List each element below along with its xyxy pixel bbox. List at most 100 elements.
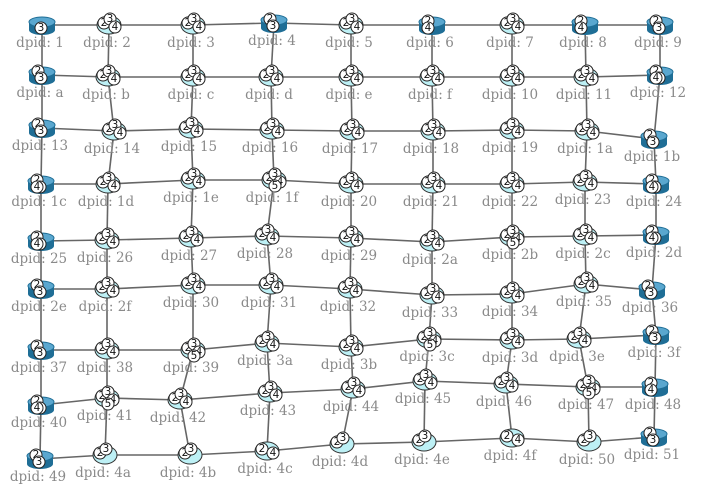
switch-44[interactable]: 2 34 dpid: 44	[323, 376, 379, 415]
port-circle[interactable]	[506, 236, 520, 250]
port-circle[interactable]	[511, 433, 525, 447]
port-circle[interactable]	[511, 72, 525, 86]
switch-23[interactable]: 2 34 dpid: 23	[555, 169, 611, 208]
switch-46[interactable]: 2 34 dpid: 46	[476, 371, 532, 410]
port-circle[interactable]	[578, 334, 592, 348]
switch-22[interactable]: 2 34 dpid: 22	[482, 171, 538, 210]
switch-14[interactable]: 2 34 dpid: 14	[84, 118, 140, 157]
port-circle[interactable]	[179, 395, 193, 409]
port-circle[interactable]	[106, 235, 120, 249]
port-circle[interactable]	[107, 179, 121, 193]
switch-7[interactable]: 2 34 dpid: 7	[486, 12, 534, 51]
port-circle[interactable]	[585, 279, 599, 293]
switch-c[interactable]: 2 34 dpid: c	[168, 64, 215, 103]
switch-50[interactable]: 2 3 dpid: 50	[559, 429, 615, 468]
port-circle[interactable]	[586, 126, 600, 140]
switch-18[interactable]: 2 34 dpid: 18	[403, 118, 459, 157]
switch-4a[interactable]: 2 3 dpid: 4a	[75, 442, 131, 481]
port-circle[interactable]	[646, 135, 660, 149]
switch-45[interactable]: 2 34 dpid: 45	[395, 368, 451, 407]
switch-d[interactable]: 2 34 dpid: d	[245, 64, 293, 103]
port-circle[interactable]	[107, 72, 121, 86]
switch-27[interactable]: 2 34 dpid: 27	[161, 225, 217, 264]
port-circle[interactable]	[418, 429, 432, 443]
port-circle[interactable]	[511, 335, 525, 349]
port-circle[interactable]	[192, 175, 206, 189]
port-circle[interactable]	[421, 21, 435, 35]
port-circle[interactable]	[184, 442, 198, 456]
port-circle[interactable]	[505, 379, 519, 393]
port-circle[interactable]	[266, 19, 280, 33]
port-circle[interactable]	[584, 177, 598, 191]
switch-39[interactable]: 2345dpid: 39	[163, 337, 219, 376]
port-circle[interactable]	[266, 231, 280, 245]
switch-3e[interactable]: 2 34 dpid: 3e	[549, 326, 605, 365]
port-circle[interactable]	[511, 125, 525, 139]
port-circle[interactable]	[423, 338, 437, 352]
port-circle[interactable]	[648, 331, 662, 345]
port-circle[interactable]	[645, 231, 659, 245]
port-circle[interactable]	[33, 285, 47, 299]
switch-b[interactable]: 2 34 dpid: b	[82, 64, 130, 103]
switch-4e[interactable]: 2 3 dpid: 4e	[394, 429, 450, 468]
port-circle[interactable]	[644, 383, 658, 397]
port-circle[interactable]	[431, 237, 445, 251]
port-circle[interactable]	[424, 376, 438, 390]
port-circle[interactable]	[268, 179, 282, 193]
port-circle[interactable]	[582, 386, 596, 400]
port-circle[interactable]	[192, 280, 206, 294]
port-circle[interactable]	[99, 442, 113, 456]
port-circle[interactable]	[431, 290, 445, 304]
switch-26[interactable]: 2 34 dpid: 26	[77, 227, 133, 266]
switch-3a[interactable]: 2 34 dpid: 3a	[237, 330, 293, 369]
switch-32[interactable]: 2 34 dpid: 32	[320, 276, 376, 315]
switch-2[interactable]: 2 34 dpid: 2	[83, 12, 131, 51]
port-circle[interactable]	[511, 289, 525, 303]
port-circle[interactable]	[432, 179, 446, 193]
switch-3c[interactable]: 2345dpid: 3c	[399, 326, 455, 365]
switch-2f[interactable]: 2 34 dpid: 2f	[79, 276, 133, 315]
port-circle[interactable]	[266, 446, 280, 460]
port-circle[interactable]	[106, 345, 120, 359]
port-circle[interactable]	[585, 72, 599, 86]
switch-11[interactable]: 2 34 dpid: 11	[556, 64, 612, 103]
switch-4b[interactable]: 2 3 dpid: 4b	[160, 442, 216, 481]
port-circle[interactable]	[431, 72, 445, 86]
port-circle[interactable]	[30, 401, 44, 415]
port-circle[interactable]	[32, 455, 46, 469]
port-circle[interactable]	[350, 233, 364, 247]
port-circle[interactable]	[101, 397, 115, 411]
switch-2c[interactable]: 2 34 dpid: 2c	[555, 223, 611, 262]
port-circle[interactable]	[192, 20, 206, 34]
port-circle[interactable]	[574, 21, 588, 35]
switch-20[interactable]: 2 34 dpid: 20	[321, 171, 377, 210]
switch-3d[interactable]: 2 34 dpid: 3d	[482, 327, 539, 366]
switch-41[interactable]: 2345dpid: 41	[77, 385, 133, 424]
switch-10[interactable]: 2 34 dpid: 10	[482, 64, 538, 103]
switch-29[interactable]: 2 34 dpid: 29	[321, 225, 377, 264]
port-circle[interactable]	[644, 286, 658, 300]
port-circle[interactable]	[649, 71, 663, 85]
switch-30[interactable]: 2 34 dpid: 30	[163, 272, 219, 311]
port-circle[interactable]	[271, 125, 285, 139]
port-circle[interactable]	[350, 20, 364, 34]
port-circle[interactable]	[113, 126, 127, 140]
switch-43[interactable]: 2 34 dpid: 43	[240, 380, 296, 419]
port-circle[interactable]	[106, 284, 120, 298]
switch-19[interactable]: 2 34 dpid: 19	[482, 117, 538, 156]
